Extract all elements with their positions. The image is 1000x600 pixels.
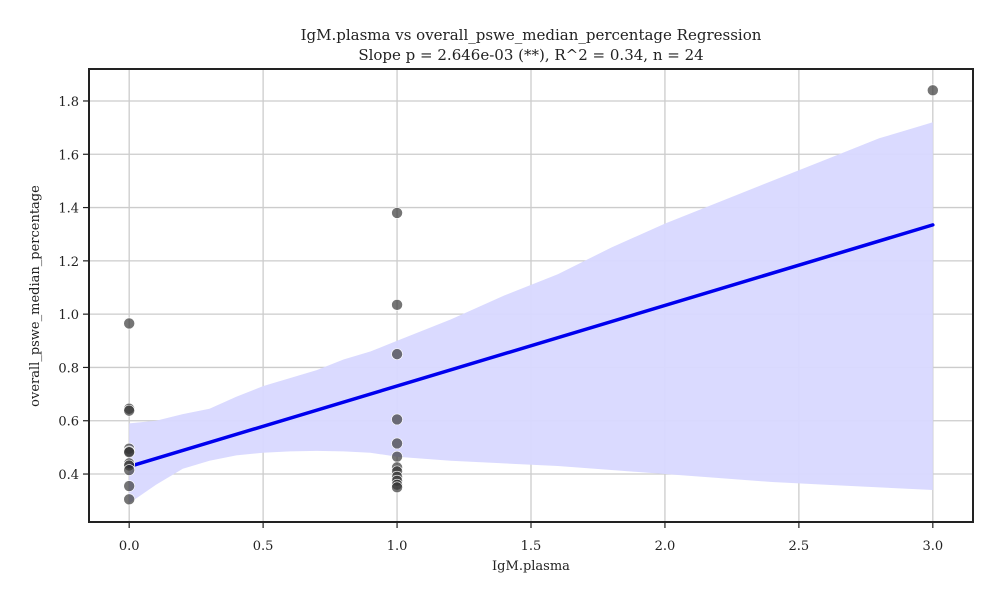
y-tick-label: 1.0 bbox=[58, 308, 79, 323]
x-tick-label: 0.0 bbox=[119, 539, 140, 554]
regression-line bbox=[127, 223, 935, 469]
y-tick-label: 0.6 bbox=[58, 415, 79, 430]
data-point bbox=[123, 404, 135, 417]
data-point bbox=[123, 446, 135, 458]
y-tick-label: 1.4 bbox=[58, 202, 79, 217]
x-tick-label: 2.0 bbox=[655, 539, 676, 554]
y-axis-label: overall_pswe_median_percentage bbox=[28, 185, 43, 407]
chart-subtitle: Slope p = 2.646e-03 (**), R^2 = 0.34, n … bbox=[358, 46, 703, 64]
confidence-band-layer bbox=[129, 122, 933, 504]
data-point bbox=[391, 481, 403, 494]
x-tick-label: 2.5 bbox=[789, 539, 810, 554]
regression-line-layer bbox=[127, 223, 935, 469]
data-point bbox=[391, 413, 403, 426]
data-point bbox=[123, 317, 135, 330]
data-point bbox=[123, 493, 135, 506]
chart-title: IgM.plasma vs overall_pswe_median_percen… bbox=[301, 26, 762, 44]
data-point bbox=[927, 84, 939, 97]
confidence-band bbox=[129, 122, 933, 504]
data-point bbox=[391, 299, 403, 311]
x-axis-label: IgM.plasma bbox=[492, 559, 570, 574]
data-point bbox=[391, 348, 403, 360]
data-point bbox=[123, 480, 135, 492]
x-tick-label: 3.0 bbox=[922, 539, 943, 554]
axis-ticks: 0.0 0.5 1.0 1.5 2.0 2.5 3.0 0.4 0.6 0.8 1.0 1.2 1.4 1… bbox=[58, 95, 943, 554]
y-tick-label: 0.8 bbox=[58, 361, 79, 376]
y-tick-label: 0.4 bbox=[58, 468, 79, 483]
data-point bbox=[391, 450, 403, 463]
data-point bbox=[391, 207, 403, 219]
data-point bbox=[391, 437, 403, 450]
y-tick-label: 1.2 bbox=[58, 255, 79, 270]
data-point bbox=[123, 464, 135, 476]
x-tick-label: 1.5 bbox=[521, 539, 542, 554]
x-tick-label: 0.5 bbox=[253, 539, 274, 554]
y-tick-label: 1.6 bbox=[58, 148, 79, 163]
y-tick-label: 1.8 bbox=[58, 95, 79, 110]
scatter-points bbox=[123, 84, 939, 506]
x-tick-label: 1.0 bbox=[387, 539, 408, 554]
